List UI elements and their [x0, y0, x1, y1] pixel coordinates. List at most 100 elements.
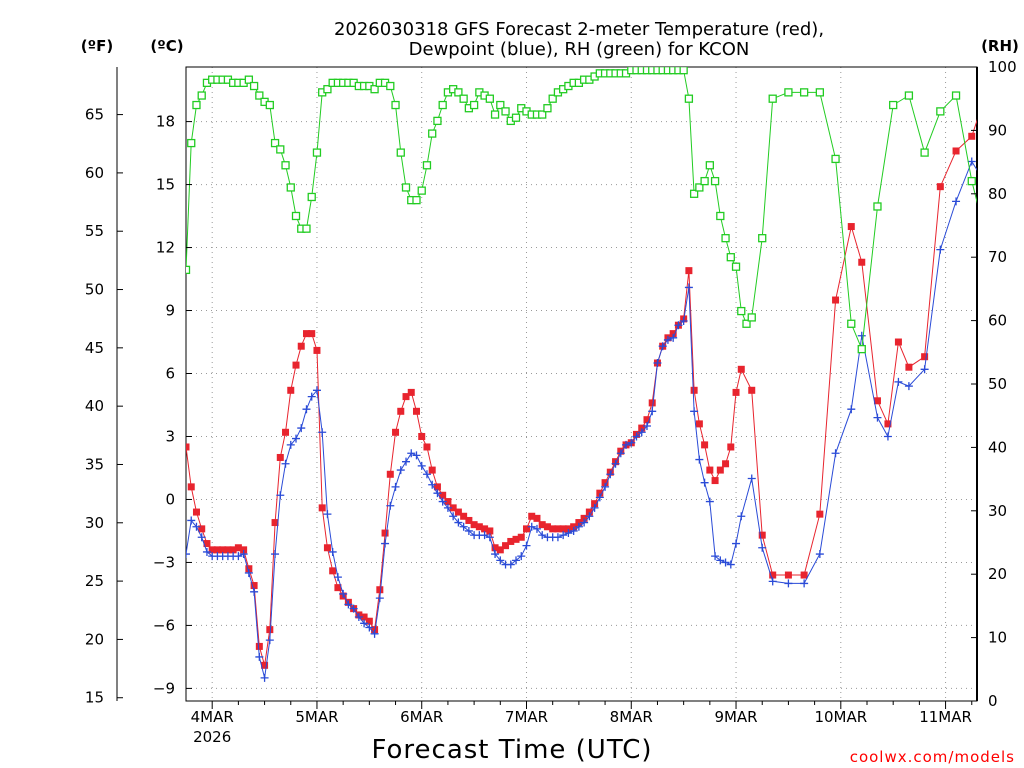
dewpoint-marker: [569, 526, 578, 535]
dewpoint-marker: [349, 604, 358, 613]
temperature-marker: [318, 504, 326, 512]
dewpoint-marker: [381, 539, 390, 548]
dewpoint-marker: [538, 531, 547, 540]
temperature-marker: [407, 388, 415, 396]
relative-humidity-marker: [705, 161, 714, 170]
temperature-marker: [533, 514, 541, 522]
temperature-marker: [271, 519, 279, 527]
relative-humidity-marker: [538, 110, 547, 119]
dewpoint-marker: [674, 321, 683, 330]
temperature-marker: [224, 546, 232, 554]
temperature-marker: [192, 508, 200, 516]
dewpoint-marker: [564, 529, 573, 538]
temperature-marker: [952, 147, 960, 155]
temperature-marker: [292, 361, 300, 369]
relative-humidity-marker: [401, 183, 411, 192]
temperature-marker: [266, 626, 274, 634]
relative-humidity-marker: [276, 145, 285, 154]
dewpoint-marker: [732, 539, 741, 548]
temperature-marker: [905, 363, 913, 371]
relative-humidity-marker: [920, 148, 929, 157]
relative-humidity-marker: [904, 91, 914, 100]
temperature-marker: [219, 546, 227, 554]
dewpoint-marker: [354, 613, 363, 622]
dewpoint-marker: [386, 501, 395, 510]
relative-humidity-marker: [700, 176, 709, 186]
dewpoint-marker: [344, 600, 353, 609]
relative-humidity-marker: [543, 104, 552, 113]
temperature-marker: [449, 504, 457, 512]
temperature-marker: [439, 491, 447, 499]
relative-humidity-marker: [716, 211, 725, 221]
temperature-marker: [412, 407, 420, 415]
dewpoint-marker: [883, 432, 892, 441]
temperature-marker: [245, 565, 253, 573]
temperature-marker: [444, 498, 452, 506]
dewpoint-marker: [360, 619, 369, 628]
dewpoint-marker: [695, 455, 704, 464]
dewpoint-marker: [522, 541, 531, 550]
dewpoint-marker: [999, 168, 1007, 176]
temperature-marker: [261, 661, 269, 669]
relative-humidity-marker: [291, 211, 301, 221]
dewpoint-marker: [281, 459, 290, 468]
rh-unit-label: (RH): [981, 37, 1019, 55]
celsius-tick-label: −9: [153, 679, 175, 697]
dewpoint-marker: [606, 470, 615, 479]
dewpoint-marker: [438, 497, 447, 506]
temperature-marker: [481, 525, 489, 533]
dewpoint-marker: [260, 673, 269, 682]
dewpoint-marker: [464, 526, 473, 535]
dewpoint-marker: [648, 407, 657, 416]
relative-humidity-marker: [758, 234, 767, 243]
temperature-marker: [669, 330, 677, 338]
temperature-marker: [549, 525, 557, 533]
temperature-marker: [690, 386, 698, 394]
temperature-marker: [585, 508, 593, 516]
temperature-marker: [329, 567, 337, 575]
temperature-marker: [360, 613, 368, 621]
dewpoint-marker: [847, 405, 856, 414]
relative-humidity-marker: [244, 75, 254, 84]
temperature-marker: [559, 525, 567, 533]
temperature-marker: [832, 296, 840, 304]
temperature-marker: [538, 521, 546, 529]
dewpoint-marker: [800, 579, 809, 588]
dewpoint-marker: [459, 522, 468, 531]
dewpoint-marker: [234, 552, 243, 561]
relative-humidity-marker: [386, 81, 395, 91]
fahrenheit-tick-label: 45: [85, 339, 104, 357]
temperature-marker: [921, 353, 929, 361]
dewpoint-marker: [574, 522, 583, 531]
celsius-tick-label: 3: [165, 427, 175, 445]
temperature-marker: [276, 453, 284, 461]
temperature-marker: [858, 258, 866, 266]
relative-humidity-marker: [831, 154, 840, 164]
day-tick-label: 7MAR: [505, 708, 548, 726]
x-axis-title: Forecast Time (UTC): [371, 735, 652, 765]
day-tick-label: 4MAR: [191, 708, 234, 726]
temperature-marker: [402, 393, 410, 401]
temperature-marker: [643, 416, 651, 424]
dewpoint-marker: [365, 623, 374, 632]
temperature-marker: [701, 441, 709, 449]
temperature-marker: [989, 150, 996, 157]
fahrenheit-tick-label: 20: [85, 630, 104, 648]
temperature-marker: [512, 535, 520, 543]
dewpoint-marker: [920, 365, 929, 374]
temperature-marker: [392, 428, 400, 436]
dewpoint-marker: [454, 518, 463, 527]
axes: [185, 66, 978, 702]
dewpoint-marker: [433, 489, 442, 498]
dewpoint-marker: [396, 466, 405, 475]
dewpoint-marker: [339, 589, 348, 598]
celsius-tick-label: 18: [156, 113, 175, 131]
temperature-marker: [847, 223, 855, 231]
dewpoint-marker: [532, 524, 541, 533]
temperature-marker: [543, 523, 551, 531]
celsius-tick-label: 15: [156, 176, 175, 194]
relative-humidity-marker: [737, 306, 746, 316]
relative-humidity-marker: [799, 88, 809, 97]
temperature-marker: [894, 338, 902, 346]
